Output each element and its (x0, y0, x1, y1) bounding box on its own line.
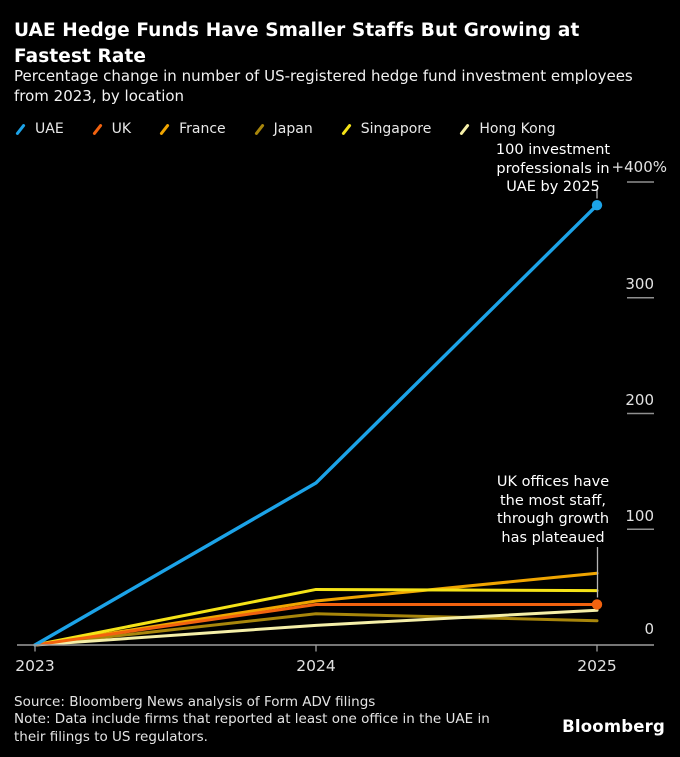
uae-annotation: 100 investment professionals in UAE by 2… (495, 142, 611, 195)
annotation-connectors (596, 189, 599, 598)
legend-label-japan: Japan (273, 121, 313, 137)
y-tick-label-200: 200 (625, 391, 654, 409)
line-uae (33, 203, 599, 647)
x-tick-label-2025: 2025 (577, 657, 617, 675)
y-tick-label-100: 100 (625, 507, 654, 525)
bloomberg-logo: Bloomberg (562, 717, 665, 736)
legend-label-singapore: Singapore (360, 121, 432, 137)
chart-subtitle: Percentage change in number of US-regist… (14, 67, 633, 105)
chart-title: UAE Hedge Funds Have Smaller Staffs But … (14, 20, 580, 67)
legend-item-france: France (158, 122, 226, 136)
legend-label-france: France (179, 121, 226, 137)
endpoint-dot-uk (591, 599, 603, 610)
legend-label-hongkong: Hong Kong (479, 121, 556, 137)
line-hong-kong (33, 608, 599, 647)
uk-annotation: UK offices have the most staff, through … (496, 474, 610, 546)
legend-label-uk: UK (111, 121, 132, 137)
legend-item-uk: UK (91, 122, 131, 136)
endpoint-dots (591, 199, 603, 610)
axis-layer (17, 181, 654, 652)
x-tick-label-2023: 2023 (15, 657, 55, 675)
legend-item-singapore: Singapore (340, 121, 432, 137)
line-singapore (33, 587, 599, 647)
series-lines (33, 203, 599, 647)
y-tick-label-300: 300 (625, 275, 654, 293)
endpoint-dot-uae (591, 199, 603, 211)
x-tick-label-2024: 2024 (296, 657, 336, 675)
legend-label-uae: UAE (35, 121, 64, 137)
note-text: Note: Data include firms that reported a… (14, 711, 490, 745)
source-text: Source: Bloomberg News analysis of Form … (14, 694, 376, 710)
y-tick-label-0: 0 (644, 620, 654, 638)
legend-item-hongkong: Hong Kong (458, 122, 555, 136)
legend: UAE UK France Japan Singapore Hong Kong (14, 118, 674, 140)
legend-item-japan: Japan (253, 122, 313, 136)
line-uk (33, 602, 599, 647)
line-japan (33, 612, 599, 647)
y-tick-label-400: +400% (611, 158, 667, 176)
legend-item-uae: UAE (14, 122, 64, 136)
